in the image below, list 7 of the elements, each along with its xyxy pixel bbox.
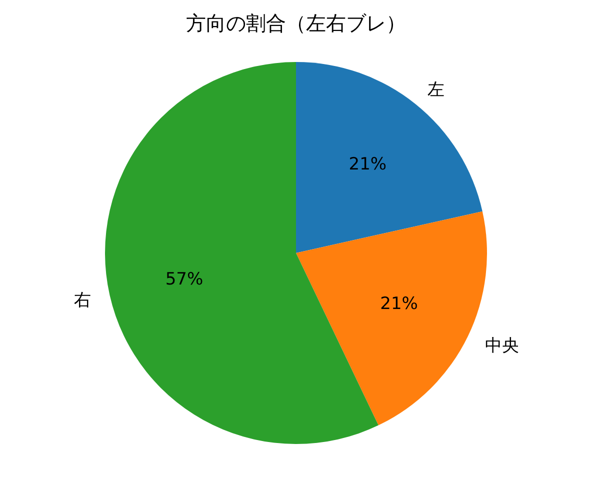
chart-title: 方向の割合（左右ブレ） [186, 11, 406, 35]
slice-label: 右 [74, 290, 92, 310]
data-label: 21% [380, 294, 418, 314]
slice-label: 中央 [484, 336, 519, 356]
slice-label: 左 [427, 80, 444, 100]
data-label: 57% [165, 269, 204, 290]
data-label: 21% [348, 154, 387, 175]
